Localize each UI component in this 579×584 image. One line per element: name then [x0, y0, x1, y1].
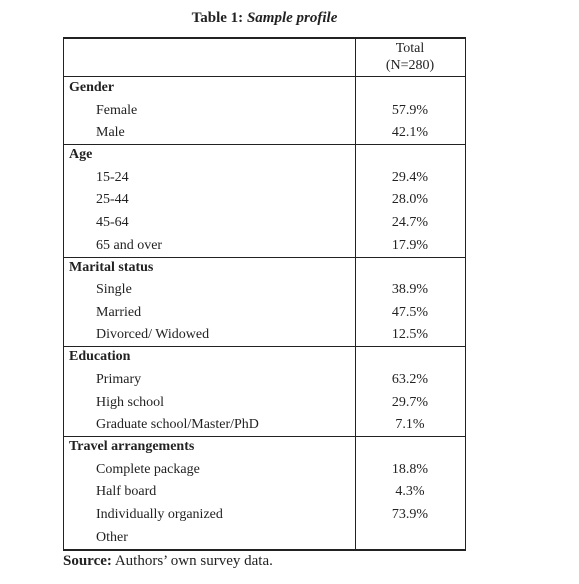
row-label: Individually organized: [96, 507, 223, 522]
section-heading: Gender: [69, 80, 115, 95]
section-border: [63, 256, 466, 258]
row-value: 28.0%: [391, 192, 429, 208]
row-label: High school: [96, 394, 165, 410]
column-divider: [355, 37, 356, 549]
header-border: [63, 76, 466, 77]
row-value: 42.1%: [391, 125, 429, 141]
section-heading: Education: [69, 349, 131, 365]
row-label: 45-64: [96, 215, 129, 230]
section-border: [63, 346, 466, 348]
row-label: Half board: [96, 484, 157, 500]
row-value: 38.9%: [391, 282, 429, 298]
source-text: Authors’ own survey data.: [114, 553, 273, 569]
row-label: Graduate school/Master/PhD: [96, 417, 259, 433]
row-value: 63.2%: [391, 372, 429, 387]
section-heading: Marital status: [69, 259, 154, 275]
table-right-border: [465, 37, 466, 549]
table-left-border: [63, 37, 64, 549]
row-label: Male: [96, 125, 125, 141]
row-value: 18.8%: [391, 461, 429, 477]
row-value: 7.1%: [395, 417, 425, 433]
row-label: Other: [96, 529, 128, 545]
row-label: 25-44: [96, 192, 129, 208]
row-label: 15-24: [96, 169, 129, 185]
header-total: Total: [395, 41, 425, 56]
row-value: 24.7%: [391, 215, 429, 230]
row-label: 65 and over: [96, 237, 163, 253]
table-top-border: [63, 37, 466, 39]
row-label: Single: [96, 282, 132, 298]
row-label: Divorced/ Widowed: [96, 327, 210, 343]
row-label: Primary: [96, 372, 142, 387]
header-n: (N=280): [385, 58, 435, 73]
row-value: 29.4%: [391, 169, 429, 185]
table-title: Table 1: Sample profile: [0, 10, 529, 26]
row-label: Female: [96, 102, 138, 118]
row-value: 17.9%: [391, 237, 429, 253]
table-bottom-border: [63, 548, 466, 551]
section-heading: Travel arrangements: [69, 439, 195, 455]
section-heading: Age: [69, 147, 93, 163]
row-value: 47.5%: [391, 304, 429, 320]
title-caption: Sample profile: [246, 10, 338, 26]
source-label: Source:: [63, 553, 112, 569]
row-value: 57.9%: [391, 102, 429, 118]
row-value: 12.5%: [391, 327, 429, 343]
row-value: 29.7%: [391, 394, 429, 410]
row-value: 4.3%: [395, 484, 425, 500]
section-border: [63, 144, 466, 146]
row-label: Married: [96, 304, 142, 320]
title-label: Table 1:: [191, 10, 244, 26]
row-value: 73.9%: [391, 507, 429, 522]
source-note: Source: Authors’ own survey data.: [63, 553, 273, 569]
section-border: [63, 436, 466, 438]
row-label: Complete package: [96, 461, 200, 477]
